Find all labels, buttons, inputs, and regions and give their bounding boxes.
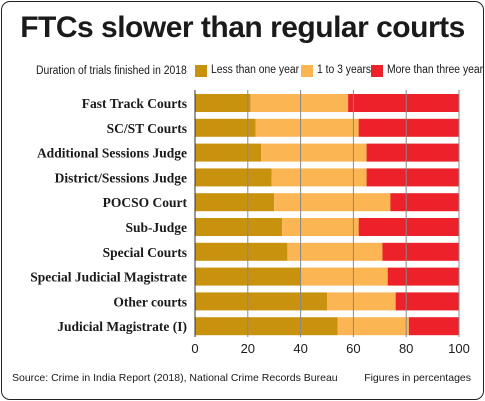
unit-note: Figures in percentages (364, 372, 471, 384)
category-label-special-judicial-magistrate: Special Judicial Magistrate (30, 270, 187, 285)
source-note: Source: Crime in India Report (2018), Na… (12, 372, 338, 384)
x-tick-label-0: 0 (191, 341, 198, 356)
bar-district-sessions-judge-less-than-one-year (195, 168, 272, 187)
x-tick-label-60: 60 (346, 341, 360, 356)
legend-swatch-1-to-3-years (301, 65, 313, 77)
bar-additional-sessions-judge-1-to-3-years (261, 143, 367, 162)
category-label-sc-st-courts: SC/ST Courts (107, 121, 187, 136)
bar-fast-track-courts-more-than-three-years (348, 94, 459, 112)
legend-label-less-than-one-year: Less than one year (211, 64, 300, 76)
bar-pocso-court-1-to-3-years (274, 193, 391, 212)
bar-district-sessions-judge-more-than-three-years (366, 168, 459, 187)
bar-judicial-magistrate-i-1-to-3-years (337, 317, 409, 336)
legend-swatch-less-than-one-year (195, 65, 207, 77)
bar-pocso-court-more-than-three-years (390, 193, 459, 212)
category-label-sub-judge: Sub-Judge (125, 220, 187, 235)
bar-sub-judge-less-than-one-year (195, 218, 283, 236)
bar-special-judicial-magistrate-1-to-3-years (300, 267, 388, 286)
legend-label-more-than-three-years: More than three years (387, 64, 484, 76)
category-label-fast-track-courts: Fast Track Courts (82, 96, 187, 111)
category-label-other-courts: Other courts (113, 294, 187, 309)
bar-special-judicial-magistrate-more-than-three-years (387, 267, 459, 286)
bar-other-courts-less-than-one-year (195, 292, 327, 311)
category-label-special-courts: Special Courts (103, 245, 187, 260)
legend-swatch-more-than-three-years (371, 65, 383, 77)
bar-judicial-magistrate-i-more-than-three-years (408, 317, 459, 336)
category-label-pocso-court: POCSO Court (103, 195, 188, 210)
bar-additional-sessions-judge-less-than-one-year (195, 143, 261, 162)
bar-fast-track-courts-1-to-3-years (250, 94, 349, 112)
category-label-district-sessions-judge: District/Sessions Judge (55, 170, 187, 185)
bar-special-courts-1-to-3-years (287, 242, 383, 261)
chart-subtitle: Duration of trials finished in 2018 (36, 65, 187, 77)
bar-other-courts-more-than-three-years (395, 292, 459, 311)
bar-additional-sessions-judge-more-than-three-years (366, 143, 459, 162)
x-tick-label-80: 80 (399, 341, 413, 356)
bar-special-courts-less-than-one-year (195, 242, 288, 261)
bar-sc-st-courts-less-than-one-year (195, 118, 256, 137)
bar-district-sessions-judge-1-to-3-years (271, 168, 367, 187)
bar-fast-track-courts-less-than-one-year (195, 94, 251, 112)
bar-special-courts-more-than-three-years (382, 242, 459, 261)
x-tick-label-40: 40 (293, 341, 307, 356)
bar-other-courts-1-to-3-years (327, 292, 396, 311)
bar-pocso-court-less-than-one-year (195, 193, 275, 212)
legend-label-1-to-3-years: 1 to 3 years (317, 64, 372, 76)
category-label-judicial-magistrate-i: Judicial Magistrate (I) (57, 319, 187, 334)
category-label-additional-sessions-judge: Additional Sessions Judge (37, 146, 187, 161)
bar-sub-judge-more-than-three-years (358, 218, 459, 236)
bar-sc-st-courts-1-to-3-years (255, 118, 359, 137)
x-tick-label-100: 100 (448, 341, 470, 356)
chart-title: FTCs slower than regular courts (20, 11, 465, 44)
bar-sub-judge-1-to-3-years (282, 218, 359, 236)
bar-judicial-magistrate-i-less-than-one-year (195, 317, 338, 336)
bar-sc-st-courts-more-than-three-years (358, 118, 459, 137)
x-tick-label-20: 20 (241, 341, 255, 356)
